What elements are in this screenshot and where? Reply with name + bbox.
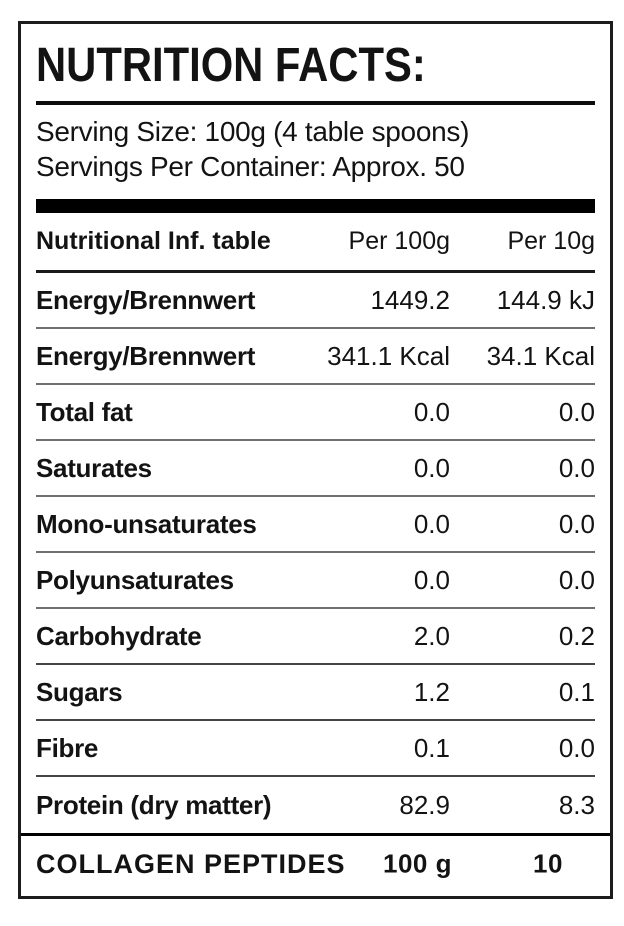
nutrient-name: Fibre	[36, 732, 99, 763]
table-row: Energy/Brennwert 341.1 Kcal 34.1 Kcal	[36, 329, 595, 385]
serving-size-line: Serving Size: 100g (4 table spoons)	[36, 116, 470, 147]
per-10g-value: 34.1 Kcal	[486, 340, 595, 371]
per-100g-value: 0.0	[413, 508, 450, 539]
table-row: Saturates 0.0 0.0	[36, 441, 595, 497]
column-header-per-100g: Per 100g	[348, 227, 450, 255]
per-100g-value: 0.0	[413, 396, 450, 427]
servings-per-container-line: Servings Per Container: Approx. 50	[36, 151, 465, 182]
nutrient-name: Carbohydrate	[36, 620, 202, 651]
per-10g-value: 0.1	[558, 676, 595, 707]
per-100g-value: 2.0	[413, 620, 450, 651]
nutrient-name: Protein (dry matter)	[36, 789, 272, 820]
per-10g-value: 144.9 kJ	[496, 284, 595, 315]
per-10g-value: 0.0	[558, 564, 595, 595]
table-row: Energy/Brennwert 1449.2 144.9 kJ	[36, 273, 595, 329]
title-divider	[36, 101, 595, 105]
per-10g-value: 0.0	[558, 396, 595, 427]
nutrient-name: Sugars	[36, 676, 123, 707]
per-100g-value: 341.1 Kcal	[327, 340, 450, 371]
per-100g-value: 0.0	[413, 564, 450, 595]
nutrient-name: Saturates	[36, 452, 152, 483]
nutrient-name: Polyunsaturates	[36, 564, 234, 595]
table-row: Sugars 1.2 0.1	[36, 665, 595, 721]
per-100g-value: 1.2	[413, 676, 450, 707]
per-10g-value: 0.0	[558, 452, 595, 483]
per-100g-value: 1449.2	[370, 284, 450, 315]
footer-product-name: COLLAGEN PEPTIDES	[36, 848, 346, 879]
table-header: Nutritional Inf. table Per 100g Per 10g	[36, 213, 595, 273]
table-rows: Energy/Brennwert 1449.2 144.9 kJ Energy/…	[36, 273, 595, 833]
separator-bar	[36, 199, 595, 213]
nutrition-label: NUTRITION FACTS: Serving Size: 100g (4 t…	[18, 21, 613, 899]
per-100g-value: 0.0	[413, 452, 450, 483]
nutrient-name: Energy/Brennwert	[36, 340, 256, 371]
table-row: Polyunsaturates 0.0 0.0	[36, 553, 595, 609]
per-10g-value: 0.0	[558, 732, 595, 763]
table-row: Total fat 0.0 0.0	[36, 385, 595, 441]
per-10g-value: 8.3	[558, 789, 595, 820]
per-10g-value: 0.0	[558, 508, 595, 539]
footer-per-100g-value: 100 g	[383, 848, 452, 879]
table-row: Protein (dry matter) 82.9 8.3	[36, 777, 595, 833]
table-row: Mono-unsaturates 0.0 0.0	[36, 497, 595, 553]
per-100g-value: 82.9	[399, 789, 450, 820]
nutrient-name: Energy/Brennwert	[36, 284, 256, 315]
nutrient-name: Mono-unsaturates	[36, 508, 257, 539]
column-header-nutrient: Nutritional Inf. table	[36, 227, 271, 255]
per-100g-value: 0.1	[413, 732, 450, 763]
nutrition-table: Nutritional Inf. table Per 100g Per 10g …	[21, 213, 610, 892]
table-footer: COLLAGEN PEPTIDES 100 g 10	[21, 833, 610, 892]
per-10g-value: 0.2	[558, 620, 595, 651]
footer-per-10g-value: 10	[533, 848, 563, 879]
column-header-per-10g: Per 10g	[507, 227, 595, 255]
table-row: Fibre 0.1 0.0	[36, 721, 595, 777]
serving-info: Serving Size: 100g (4 table spoons) Serv…	[36, 114, 595, 184]
label-title: NUTRITION FACTS:	[36, 39, 426, 92]
table-row: Carbohydrate 2.0 0.2	[36, 609, 595, 665]
nutrient-name: Total fat	[36, 396, 133, 427]
